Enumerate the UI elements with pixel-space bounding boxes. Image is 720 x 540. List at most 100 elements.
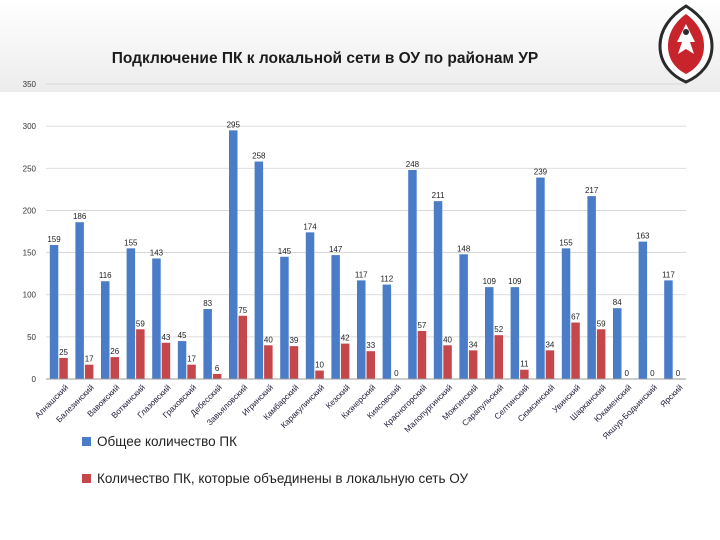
bar-connected (289, 346, 299, 379)
value-label-connected: 10 (315, 361, 324, 370)
y-tick-label: 0 (32, 375, 37, 384)
bar-total (126, 248, 136, 379)
value-label-connected: 34 (469, 340, 478, 349)
bar-connected (520, 369, 529, 379)
value-label-connected: 17 (187, 355, 196, 364)
bar-total (638, 241, 648, 379)
value-label-total: 84 (613, 298, 622, 307)
bar-connected (468, 350, 478, 379)
bar-total (101, 281, 110, 379)
legend: Общее количество ПК Количество ПК, котор… (82, 432, 468, 506)
data-labels: 159 25 186 17 116 26 155 59 143 43 45 17 83 6 295 75 258… (47, 120, 680, 378)
bar-total (510, 287, 520, 379)
bar-total (177, 341, 187, 379)
bar-total (561, 248, 571, 379)
value-label-total: 116 (99, 271, 112, 280)
bar-total (331, 255, 340, 379)
value-label-total: 186 (73, 212, 87, 221)
value-label-total: 117 (662, 270, 675, 279)
value-label-total: 163 (636, 232, 650, 241)
value-label-connected: 0 (650, 369, 655, 378)
bar-connected (494, 335, 503, 379)
value-label-total: 147 (329, 245, 343, 254)
bar-connected (187, 364, 196, 379)
value-label-connected: 0 (394, 369, 399, 378)
y-tick-label: 50 (27, 333, 36, 342)
bar-total (203, 309, 212, 379)
bar-connected (443, 345, 452, 379)
value-label-connected: 42 (341, 334, 350, 343)
value-label-connected: 11 (520, 360, 529, 369)
bar-total (305, 232, 315, 379)
value-label-total: 155 (559, 238, 573, 247)
bar-connected (366, 351, 375, 379)
bar-total (408, 169, 417, 379)
bar-total (664, 280, 673, 379)
value-label-connected: 67 (571, 313, 580, 322)
bars (49, 130, 673, 379)
bar-total (254, 161, 264, 379)
header-background (0, 0, 720, 92)
value-label-connected: 33 (366, 341, 375, 350)
bar-connected (59, 357, 68, 379)
value-label-total: 239 (534, 168, 548, 177)
value-label-total: 159 (47, 235, 61, 244)
legend-swatch-total (82, 436, 91, 446)
value-label-connected: 52 (494, 325, 503, 334)
legend-label-total: Общее количество ПК (97, 433, 237, 449)
value-label-total: 148 (457, 244, 471, 253)
value-label-total: 117 (355, 270, 368, 279)
bar-connected (84, 364, 94, 379)
value-label-connected: 57 (417, 321, 426, 330)
value-label-connected: 39 (289, 336, 298, 345)
value-label-connected: 25 (59, 348, 68, 357)
bar-connected (315, 370, 324, 379)
bar-connected (110, 357, 119, 379)
value-label-total: 112 (380, 275, 393, 284)
bar-connected (340, 343, 350, 379)
value-label-total: 248 (406, 160, 420, 169)
bar-connected (264, 345, 273, 379)
bar-total (382, 284, 392, 379)
bar-total (536, 177, 545, 379)
value-label-total: 143 (150, 248, 164, 257)
bar-total (152, 258, 161, 379)
bar-total (75, 222, 84, 379)
value-label-connected: 0 (625, 369, 630, 378)
y-tick-label: 200 (23, 206, 37, 215)
value-label-total: 211 (432, 191, 445, 200)
value-label-connected: 40 (264, 335, 273, 344)
value-label-total: 155 (124, 238, 138, 247)
category-label: Ярский (658, 382, 685, 409)
bar-total (485, 287, 494, 379)
chart-title: Подключение ПК к локальной сети в ОУ по … (111, 50, 539, 67)
value-label-connected: 34 (545, 340, 554, 349)
bar-total (613, 308, 622, 379)
bar-connected (161, 342, 171, 379)
y-tick-label: 250 (23, 164, 37, 173)
value-label-total: 295 (227, 120, 241, 129)
value-label-total: 45 (178, 331, 187, 340)
value-label-total: 217 (585, 186, 599, 195)
bar-connected (238, 315, 247, 379)
value-label-connected: 59 (136, 319, 145, 328)
legend-label-connected: Количество ПК, которые объединены в лока… (97, 470, 469, 486)
value-label-connected: 43 (161, 333, 170, 342)
y-tick-label: 300 (23, 122, 37, 131)
bar-total (280, 256, 289, 379)
bar-connected (545, 350, 555, 379)
y-tick-label: 350 (23, 80, 37, 89)
bar-connected (212, 373, 222, 379)
value-label-total: 145 (278, 247, 292, 256)
y-tick-label: 150 (23, 249, 37, 258)
bar-connected (596, 329, 606, 379)
value-label-connected: 40 (443, 335, 452, 344)
bar-total (433, 201, 443, 379)
value-label-total: 109 (483, 277, 497, 286)
value-label-total: 258 (252, 152, 266, 161)
value-label-total: 174 (303, 222, 317, 231)
value-label-connected: 26 (110, 347, 119, 356)
value-label-connected: 75 (238, 306, 247, 315)
bar-total (459, 254, 468, 379)
